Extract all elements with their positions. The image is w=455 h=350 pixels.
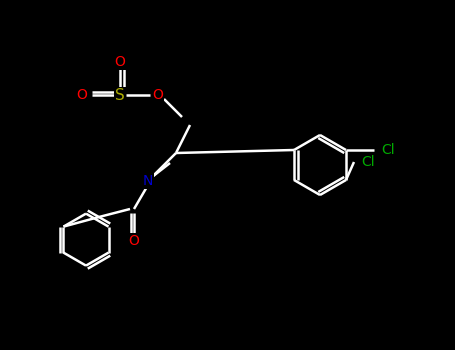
Text: Cl: Cl bbox=[361, 155, 375, 169]
Text: Cl: Cl bbox=[381, 143, 395, 157]
Text: O: O bbox=[129, 234, 139, 248]
Text: S: S bbox=[115, 88, 125, 103]
Text: O: O bbox=[152, 88, 163, 102]
Text: O: O bbox=[115, 55, 126, 69]
Text: O: O bbox=[76, 88, 87, 102]
Text: N: N bbox=[143, 174, 153, 188]
